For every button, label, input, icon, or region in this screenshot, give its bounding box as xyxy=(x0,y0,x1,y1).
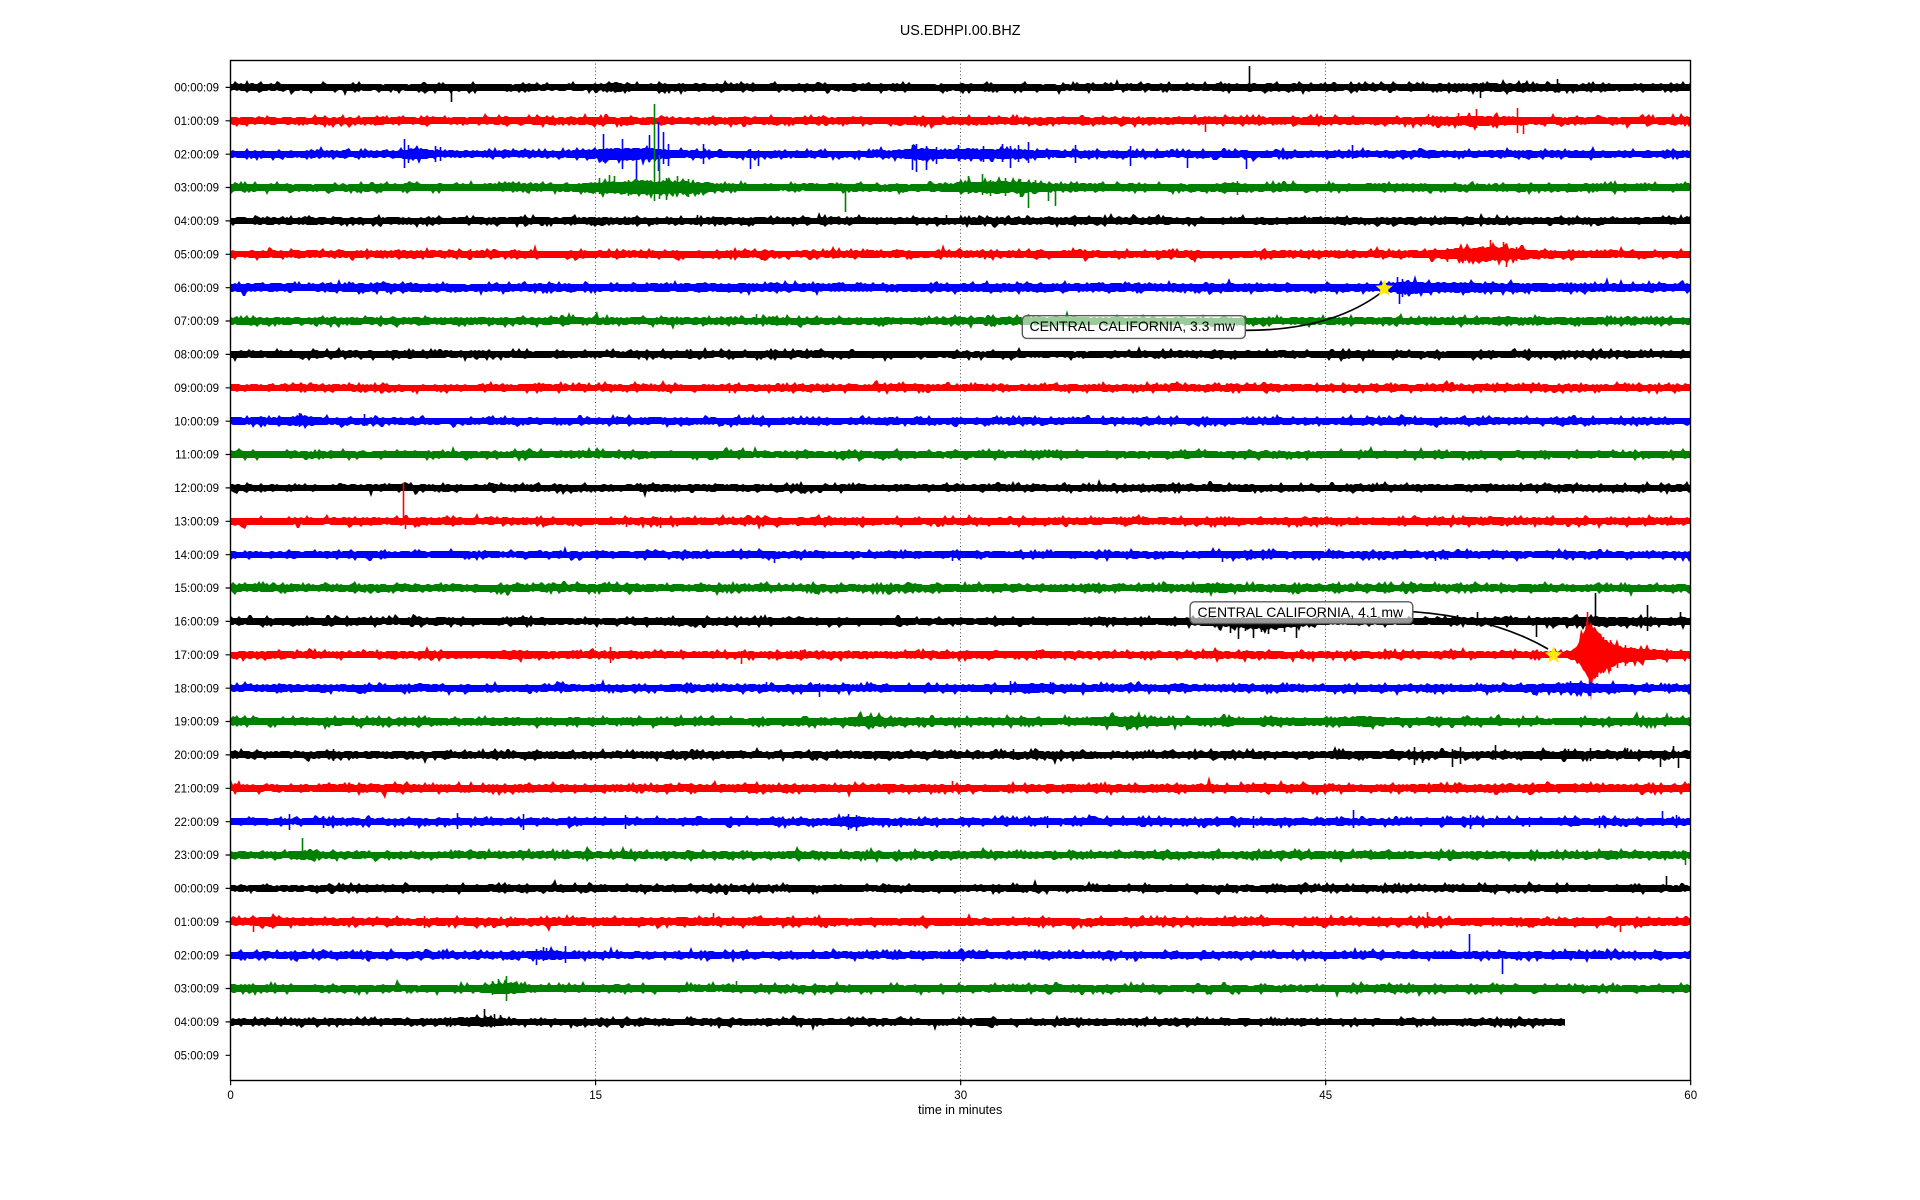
svg-text:10:00:09: 10:00:09 xyxy=(174,416,219,428)
svg-text:45: 45 xyxy=(1319,1090,1332,1102)
svg-text:09:00:09: 09:00:09 xyxy=(174,383,219,395)
svg-text:05:00:09: 05:00:09 xyxy=(174,249,219,261)
svg-text:00:00:09: 00:00:09 xyxy=(174,83,219,95)
svg-text:15:00:09: 15:00:09 xyxy=(174,583,219,595)
svg-text:16:00:09: 16:00:09 xyxy=(174,617,219,629)
svg-text:15: 15 xyxy=(589,1090,602,1102)
svg-text:23:00:09: 23:00:09 xyxy=(174,850,219,862)
svg-text:04:00:09: 04:00:09 xyxy=(174,216,219,228)
svg-text:03:00:09: 03:00:09 xyxy=(174,984,219,996)
svg-text:19:00:09: 19:00:09 xyxy=(174,717,219,729)
svg-text:22:00:09: 22:00:09 xyxy=(174,817,219,829)
svg-text:US.EDHPI.00.BHZ: US.EDHPI.00.BHZ xyxy=(900,23,1021,39)
svg-text:CENTRAL CALIFORNIA, 4.1 mw: CENTRAL CALIFORNIA, 4.1 mw xyxy=(1198,604,1405,620)
svg-text:17:00:09: 17:00:09 xyxy=(174,650,219,662)
svg-text:20:00:09: 20:00:09 xyxy=(174,750,219,762)
svg-text:60: 60 xyxy=(1684,1090,1697,1102)
svg-text:04:00:09: 04:00:09 xyxy=(174,1017,219,1029)
svg-text:CENTRAL CALIFORNIA, 3.3 mw: CENTRAL CALIFORNIA, 3.3 mw xyxy=(1030,318,1237,334)
svg-text:18:00:09: 18:00:09 xyxy=(174,683,219,695)
svg-text:time in minutes: time in minutes xyxy=(918,1103,1002,1117)
svg-text:14:00:09: 14:00:09 xyxy=(174,550,219,562)
svg-text:06:00:09: 06:00:09 xyxy=(174,283,219,295)
svg-text:07:00:09: 07:00:09 xyxy=(174,316,219,328)
svg-text:30: 30 xyxy=(954,1090,967,1102)
svg-text:0: 0 xyxy=(227,1090,233,1102)
svg-text:11:00:09: 11:00:09 xyxy=(175,450,219,462)
svg-text:02:00:09: 02:00:09 xyxy=(174,149,219,161)
svg-text:00:00:09: 00:00:09 xyxy=(174,884,219,896)
svg-text:01:00:09: 01:00:09 xyxy=(174,917,219,929)
svg-text:08:00:09: 08:00:09 xyxy=(174,350,219,362)
svg-text:02:00:09: 02:00:09 xyxy=(174,950,219,962)
svg-text:05:00:09: 05:00:09 xyxy=(174,1050,219,1062)
svg-text:12:00:09: 12:00:09 xyxy=(174,483,219,495)
svg-text:21:00:09: 21:00:09 xyxy=(174,783,219,795)
svg-text:01:00:09: 01:00:09 xyxy=(174,116,219,128)
svg-text:03:00:09: 03:00:09 xyxy=(174,183,219,195)
svg-text:13:00:09: 13:00:09 xyxy=(174,516,219,528)
